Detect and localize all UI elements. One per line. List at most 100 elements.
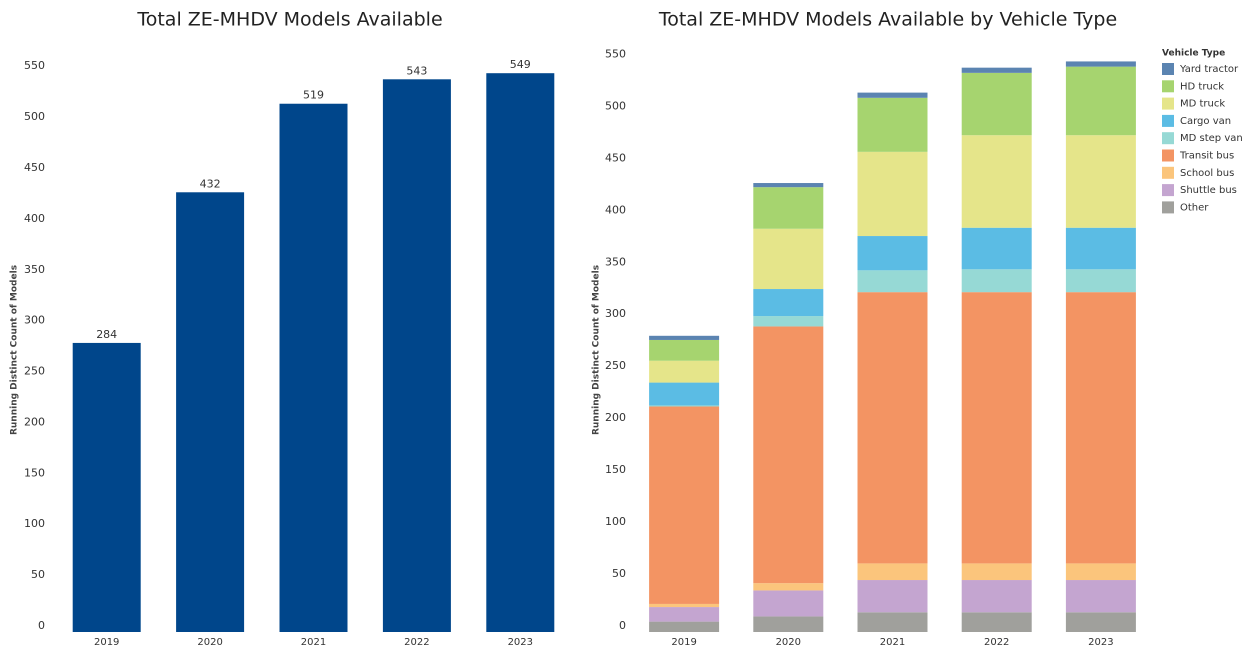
bar-segment bbox=[753, 183, 824, 188]
y-tick-label: 150 bbox=[605, 463, 626, 476]
y-tick-label: 300 bbox=[605, 307, 626, 320]
bar-segment bbox=[857, 151, 928, 237]
bar-segment bbox=[1065, 563, 1136, 581]
x-tick-label: 2022 bbox=[404, 637, 429, 648]
bar bbox=[279, 103, 348, 633]
bar-segment bbox=[649, 405, 720, 407]
bar-segment bbox=[857, 580, 928, 613]
y-tick-label: 450 bbox=[605, 151, 626, 164]
x-tick-label: 2021 bbox=[301, 637, 326, 648]
bar-segment bbox=[1065, 580, 1136, 613]
y-tick-label: 500 bbox=[24, 110, 45, 123]
legend-label: Transit bus bbox=[1179, 151, 1234, 162]
bar-segment bbox=[753, 583, 824, 591]
y-tick-label: 550 bbox=[24, 59, 45, 72]
bar-segment bbox=[961, 612, 1032, 632]
bar-segment bbox=[961, 580, 1032, 613]
bar bbox=[72, 342, 141, 632]
bar-segment bbox=[961, 72, 1032, 136]
bar-segment bbox=[649, 335, 720, 340]
bar-segment bbox=[649, 406, 720, 604]
y-tick-label: 350 bbox=[605, 255, 626, 268]
bar-segment bbox=[1065, 135, 1136, 228]
bar bbox=[486, 73, 555, 633]
legend-label: MD truck bbox=[1180, 99, 1225, 110]
legend-swatch bbox=[1162, 201, 1174, 214]
y-axis-title: Running Distinct Count of Models bbox=[592, 265, 602, 435]
x-tick-label: 2019 bbox=[94, 637, 119, 648]
y-tick-label: 400 bbox=[24, 212, 45, 225]
data-label: 549 bbox=[510, 58, 531, 71]
bar-segment bbox=[753, 590, 824, 617]
legend-label: HD truck bbox=[1180, 81, 1224, 92]
legend-swatch bbox=[1162, 184, 1174, 197]
bar bbox=[382, 79, 451, 632]
y-tick-label: 50 bbox=[612, 567, 626, 580]
data-label: 519 bbox=[303, 89, 324, 102]
bar-segment bbox=[753, 326, 824, 584]
bar-segment bbox=[753, 228, 824, 290]
legend-swatch bbox=[1162, 97, 1174, 110]
bar-segment bbox=[753, 187, 824, 229]
x-tick-label: 2023 bbox=[1088, 637, 1113, 648]
bar-segment bbox=[1065, 66, 1136, 136]
y-tick-label: 350 bbox=[24, 263, 45, 276]
y-tick-label: 400 bbox=[605, 203, 626, 216]
data-label: 432 bbox=[200, 177, 221, 190]
bar-segment bbox=[753, 616, 824, 632]
bar-segment bbox=[961, 227, 1032, 270]
bar-segment bbox=[649, 382, 720, 406]
x-tick-label: 2022 bbox=[984, 637, 1009, 648]
y-tick-label: 100 bbox=[605, 515, 626, 528]
bar-segment bbox=[857, 236, 928, 271]
y-tick-label: 50 bbox=[31, 568, 45, 581]
data-label: 284 bbox=[96, 328, 117, 341]
chart-title: Total ZE-MHDV Models Available bbox=[136, 9, 442, 31]
x-tick-label: 2019 bbox=[671, 637, 696, 648]
bar-segment bbox=[1065, 269, 1136, 293]
legend-label: Yard tractor bbox=[1179, 64, 1239, 75]
y-tick-label: 300 bbox=[24, 314, 45, 327]
legend-swatch bbox=[1162, 80, 1174, 93]
bar-segment bbox=[961, 67, 1032, 73]
bar-segment bbox=[649, 339, 720, 361]
bar-segment bbox=[649, 607, 720, 622]
bar-segment bbox=[1065, 61, 1136, 67]
legend-swatch bbox=[1162, 114, 1174, 127]
x-tick-label: 2021 bbox=[880, 637, 905, 648]
bar-segment bbox=[1065, 612, 1136, 632]
legend-swatch bbox=[1162, 63, 1174, 75]
legend-label: Shuttle bus bbox=[1180, 185, 1237, 196]
chart-title: Total ZE-MHDV Models Available by Vehicl… bbox=[658, 9, 1117, 31]
y-tick-label: 150 bbox=[24, 466, 45, 479]
bar-segment bbox=[1065, 292, 1136, 564]
bar-segment bbox=[857, 612, 928, 632]
y-tick-label: 0 bbox=[619, 619, 626, 632]
bar-segment bbox=[649, 360, 720, 383]
y-tick-label: 250 bbox=[605, 359, 626, 372]
bar-segment bbox=[961, 563, 1032, 581]
bar-segment bbox=[857, 97, 928, 152]
y-tick-label: 0 bbox=[38, 619, 45, 632]
y-tick-label: 200 bbox=[605, 411, 626, 424]
bar-segment bbox=[961, 135, 1032, 228]
y-tick-label: 200 bbox=[24, 415, 45, 428]
x-tick-label: 2023 bbox=[508, 637, 533, 648]
bar-segment bbox=[857, 563, 928, 581]
x-tick-label: 2020 bbox=[197, 637, 222, 648]
x-tick-label: 2020 bbox=[776, 637, 801, 648]
legend-swatch bbox=[1162, 166, 1174, 179]
bar-segment bbox=[753, 289, 824, 317]
y-tick-label: 250 bbox=[24, 365, 45, 378]
bar-segment bbox=[857, 292, 928, 564]
y-tick-label: 100 bbox=[24, 517, 45, 530]
data-label: 543 bbox=[406, 64, 427, 77]
legend-label: Cargo van bbox=[1180, 116, 1231, 127]
bar-segment bbox=[649, 603, 720, 608]
bar bbox=[176, 192, 245, 633]
bar-segment bbox=[857, 92, 928, 98]
y-tick-label: 500 bbox=[605, 99, 626, 112]
legend-label: MD step van bbox=[1180, 133, 1243, 144]
bar-segment bbox=[753, 316, 824, 327]
